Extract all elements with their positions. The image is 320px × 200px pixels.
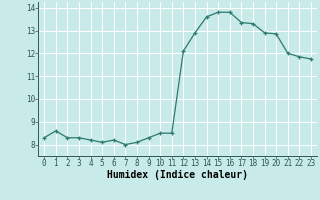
X-axis label: Humidex (Indice chaleur): Humidex (Indice chaleur) (107, 170, 248, 180)
